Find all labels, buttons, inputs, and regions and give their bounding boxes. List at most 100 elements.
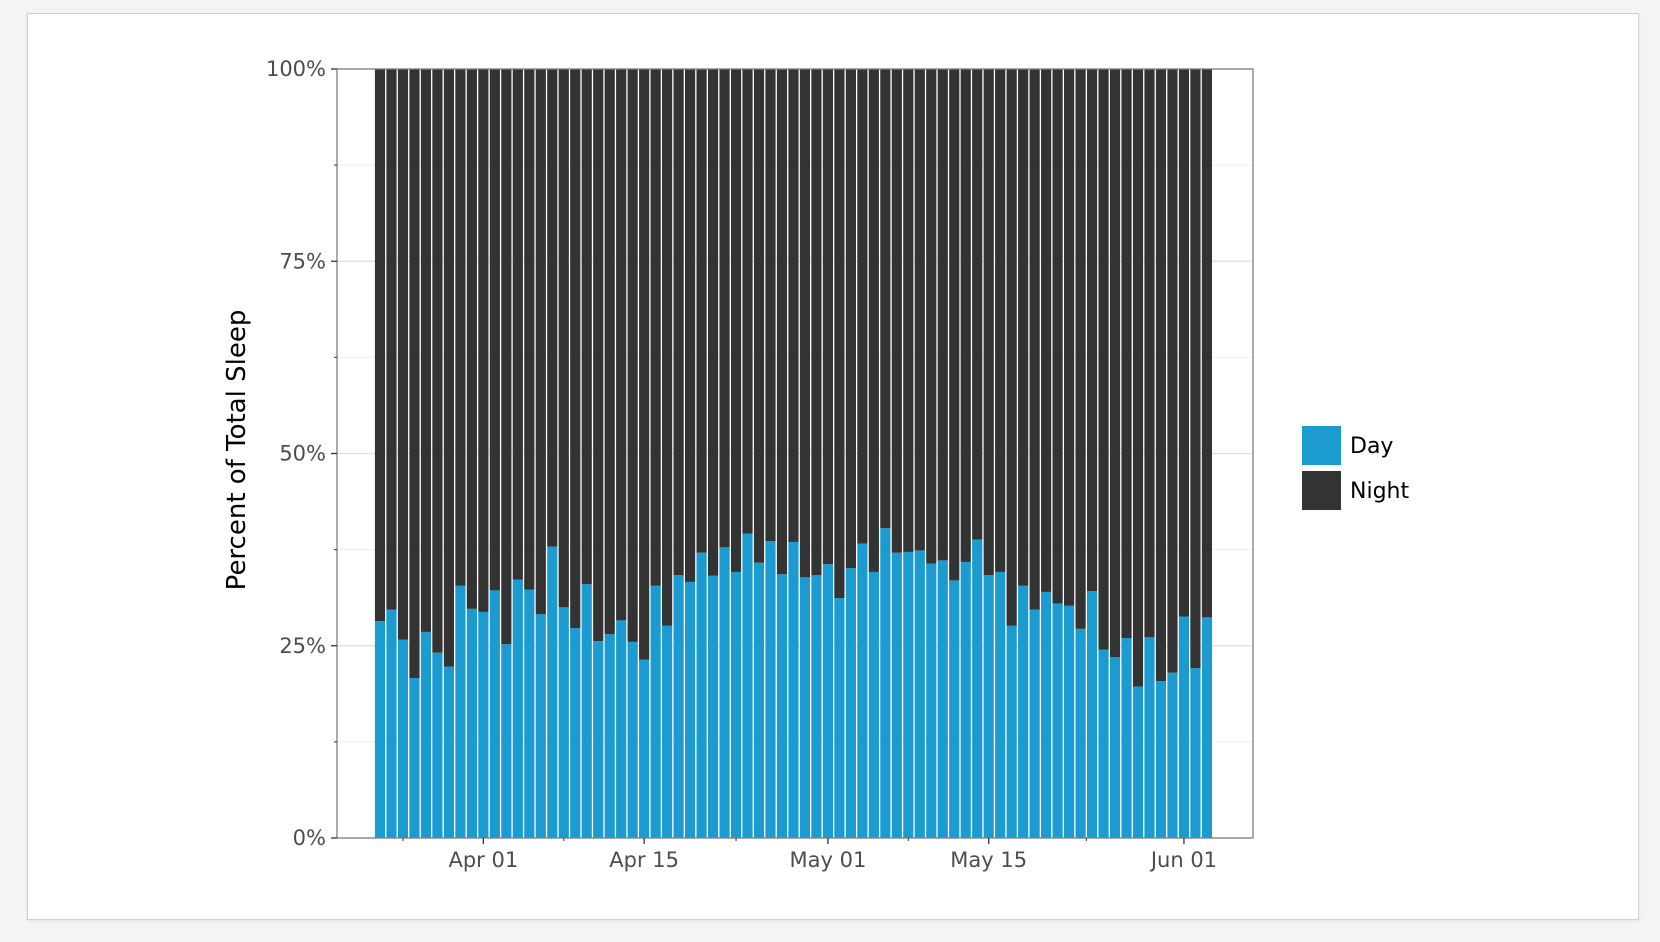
day-bar bbox=[903, 551, 914, 838]
night-bar bbox=[960, 69, 971, 562]
night-bar bbox=[868, 69, 879, 572]
night-bar bbox=[501, 69, 512, 645]
day-bar bbox=[1064, 605, 1075, 838]
night-bar bbox=[593, 69, 604, 642]
night-bar bbox=[512, 69, 523, 580]
day-bar bbox=[949, 580, 960, 838]
day-bar bbox=[1075, 628, 1086, 838]
x-tick-label: Apr 01 bbox=[448, 848, 518, 872]
day-bar bbox=[432, 652, 443, 838]
legend-label-night: Night bbox=[1350, 479, 1409, 504]
day-bar bbox=[1052, 603, 1063, 838]
y-tick-label: 50% bbox=[279, 442, 326, 466]
day-bar bbox=[822, 564, 834, 838]
night-bar bbox=[937, 69, 948, 561]
day-bar bbox=[707, 575, 719, 838]
night-bar bbox=[604, 69, 615, 635]
day-bar bbox=[914, 550, 925, 838]
day-bar bbox=[593, 641, 604, 838]
day-bar bbox=[891, 552, 902, 838]
night-bar bbox=[891, 69, 902, 553]
day-bar bbox=[857, 543, 868, 838]
bars bbox=[374, 69, 1213, 838]
night-bar bbox=[1029, 69, 1040, 610]
night-bar bbox=[983, 69, 994, 576]
day-bar bbox=[1178, 616, 1190, 838]
night-bar bbox=[799, 69, 811, 578]
night-bar bbox=[903, 69, 914, 552]
night-bar bbox=[685, 69, 696, 582]
day-bar bbox=[662, 625, 673, 838]
night-bar bbox=[558, 69, 569, 608]
day-bar bbox=[880, 528, 891, 838]
night-bar bbox=[478, 69, 489, 612]
night-bar bbox=[616, 69, 627, 621]
day-bar bbox=[443, 666, 455, 838]
night-bar bbox=[374, 69, 386, 622]
day-bar bbox=[799, 577, 811, 838]
day-bar bbox=[1098, 649, 1109, 838]
day-bar bbox=[524, 589, 535, 838]
night-bar bbox=[1201, 69, 1213, 618]
night-bar bbox=[719, 69, 730, 548]
day-bar bbox=[1201, 617, 1213, 838]
night-bar bbox=[662, 69, 673, 626]
night-bar bbox=[742, 69, 753, 534]
night-bar bbox=[1052, 69, 1063, 604]
y-axis-title: Percent of Total Sleep bbox=[222, 310, 252, 591]
day-bar bbox=[547, 546, 558, 838]
night-bar bbox=[949, 69, 960, 581]
night-bar bbox=[765, 69, 776, 542]
night-bar bbox=[1041, 69, 1052, 592]
day-bar bbox=[409, 678, 420, 838]
night-bar bbox=[1132, 69, 1144, 687]
x-tick-label: May 01 bbox=[790, 848, 867, 872]
day-bar bbox=[466, 608, 477, 838]
night-bar bbox=[1064, 69, 1075, 606]
day-bar bbox=[627, 641, 638, 838]
day-bar bbox=[983, 575, 994, 838]
night-bar bbox=[386, 69, 397, 610]
night-bar bbox=[1075, 69, 1086, 629]
y-tick-label: 25% bbox=[279, 634, 326, 658]
day-bar bbox=[788, 541, 799, 838]
day-bar bbox=[995, 571, 1006, 838]
night-bar bbox=[995, 69, 1006, 572]
day-bar bbox=[1155, 681, 1167, 838]
legend-swatch-night bbox=[1302, 471, 1341, 510]
night-bar bbox=[466, 69, 477, 609]
night-bar bbox=[880, 69, 891, 529]
night-bar bbox=[1098, 69, 1109, 650]
day-bar bbox=[616, 620, 627, 838]
day-bar bbox=[374, 621, 386, 838]
day-bar bbox=[397, 639, 409, 838]
night-bar bbox=[776, 69, 788, 575]
day-bar bbox=[730, 571, 742, 838]
night-bar bbox=[455, 69, 466, 586]
day-bar bbox=[937, 560, 948, 838]
night-bar bbox=[581, 69, 592, 585]
day-bar bbox=[1121, 638, 1132, 838]
night-bar bbox=[673, 69, 684, 576]
day-bar bbox=[960, 561, 971, 838]
day-bar bbox=[1018, 585, 1029, 838]
legend: Day Night bbox=[1302, 426, 1409, 510]
night-bar bbox=[1109, 69, 1121, 658]
night-bar bbox=[707, 69, 719, 576]
x-tick-label: May 15 bbox=[950, 848, 1027, 872]
night-bar bbox=[730, 69, 742, 572]
day-bar bbox=[386, 609, 397, 838]
day-bar bbox=[926, 563, 937, 838]
day-bar bbox=[478, 611, 489, 838]
day-bar bbox=[1132, 686, 1144, 838]
night-bar bbox=[535, 69, 546, 615]
night-bar bbox=[639, 69, 650, 660]
day-bar bbox=[570, 628, 581, 838]
y-tick-label: 0% bbox=[293, 826, 326, 850]
night-bar bbox=[857, 69, 868, 544]
day-bar bbox=[1041, 591, 1052, 838]
night-bar bbox=[845, 69, 856, 569]
day-bar bbox=[420, 631, 432, 838]
x-tick-label: Jun 01 bbox=[1149, 848, 1217, 872]
